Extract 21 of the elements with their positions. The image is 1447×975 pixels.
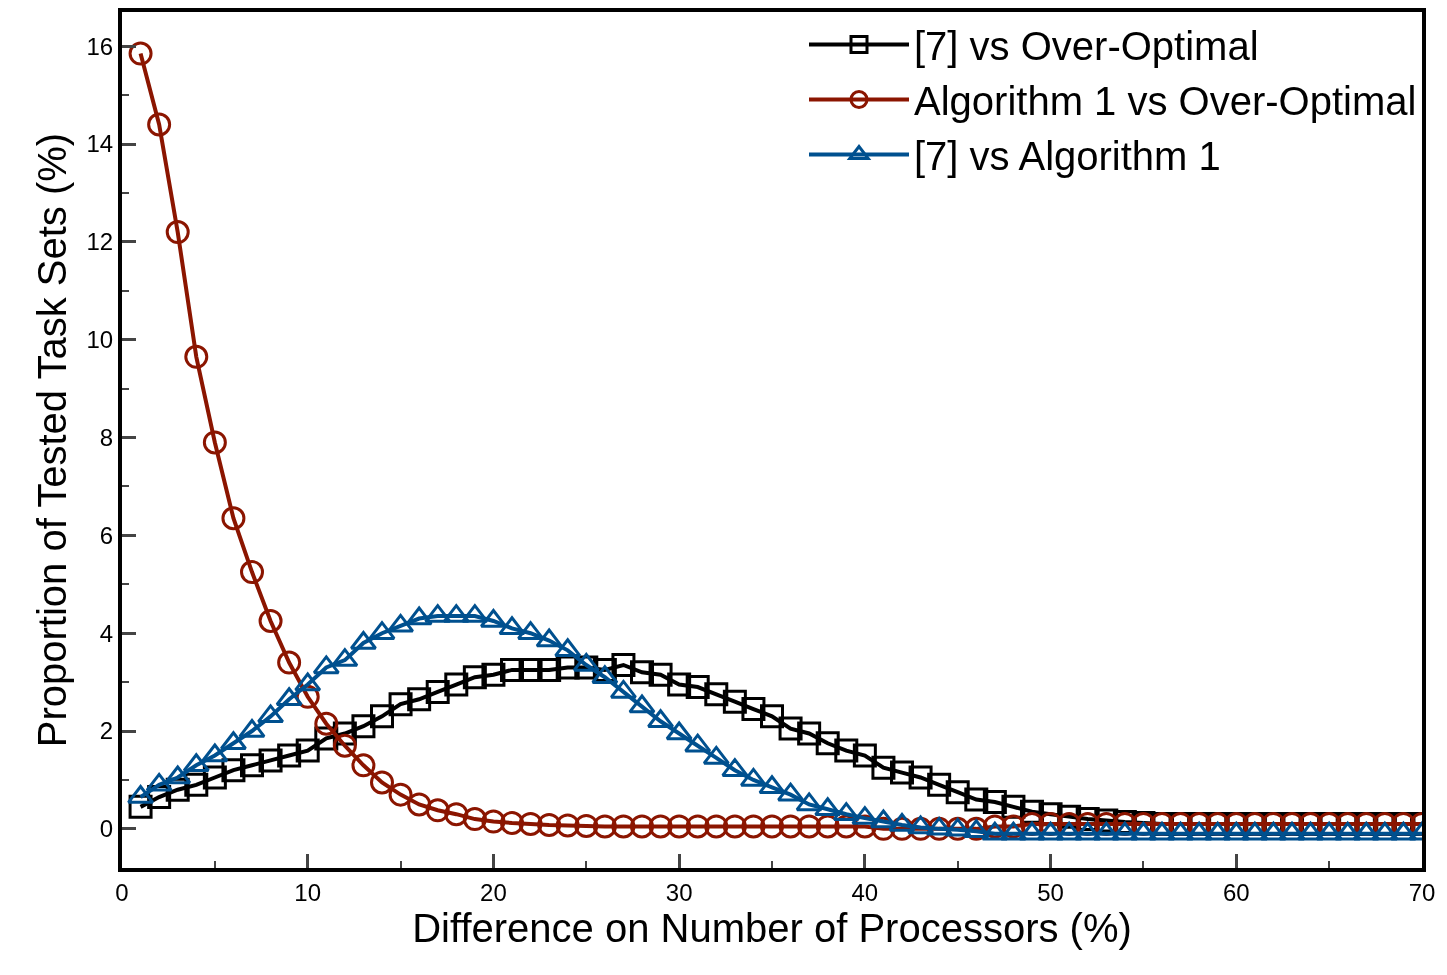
x-tick-label: 70 — [1408, 878, 1436, 906]
y-tick-label: 16 — [86, 32, 114, 60]
y-tick-label: 4 — [99, 619, 114, 647]
x-tick-label: 30 — [665, 878, 693, 906]
x-tick-label: 10 — [294, 878, 322, 906]
x-tick-label: 60 — [1222, 878, 1250, 906]
x-tick-label: 40 — [851, 878, 879, 906]
y-tick-label: 0 — [99, 815, 114, 843]
legend-label: [7] vs Over-Optimal — [914, 24, 1259, 69]
x-tick-label: 20 — [480, 878, 507, 906]
y-tick-label: 14 — [86, 130, 114, 158]
y-axis-title: Proportion of Tested Task Sets (%) — [30, 132, 75, 748]
x-tick-label: 50 — [1037, 878, 1064, 906]
y-tick-label: 6 — [99, 521, 114, 549]
y-tick-label: 2 — [99, 717, 114, 745]
x-axis-title: Difference on Number of Processors (%) — [412, 905, 1132, 950]
y-tick-label: 10 — [86, 326, 114, 354]
legend-label: [7] vs Algorithm 1 — [914, 134, 1221, 179]
legend-label: Algorithm 1 vs Over-Optimal — [914, 79, 1417, 124]
y-tick-label: 12 — [86, 228, 114, 256]
y-tick-label: 8 — [99, 423, 114, 451]
